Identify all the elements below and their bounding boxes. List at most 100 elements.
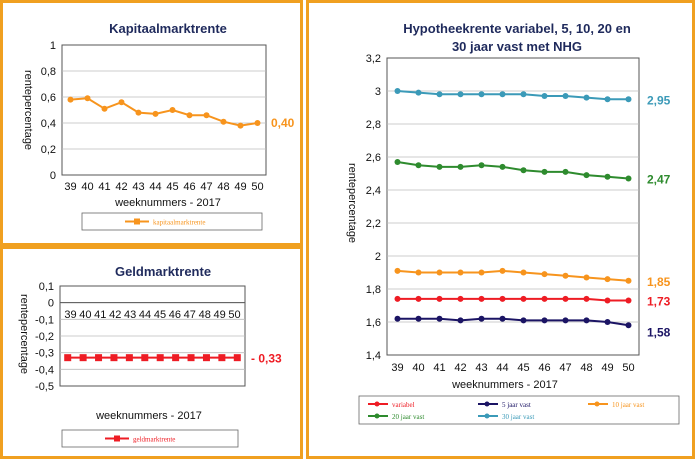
- legend-box: [81, 212, 263, 231]
- end-value-label: - 0,33: [251, 352, 282, 366]
- data-point: [141, 354, 149, 362]
- y-axis-label: rentepercentage: [18, 294, 30, 374]
- y-tick-label: 2,2: [366, 218, 381, 230]
- chart-title: Geldmarktrente: [115, 264, 211, 279]
- y-tick-label: 0,4: [41, 118, 56, 130]
- x-tick-label: 41: [433, 362, 445, 374]
- kapitaalmarktrente-chart: Kapitaalmarktrente weeknummers - 2017 0 0…: [22, 21, 295, 231]
- data-point: [520, 317, 527, 324]
- legend-label: 10 jaar vast: [612, 401, 644, 409]
- x-tick-label: 46: [183, 181, 195, 193]
- x-tick-label: 39: [391, 362, 403, 374]
- legend-marker: [484, 401, 490, 407]
- data-point: [562, 317, 569, 324]
- x-tick-label: 40: [412, 362, 424, 374]
- data-point: [415, 295, 422, 302]
- x-tick-label: 47: [184, 309, 196, 321]
- data-point: [110, 354, 118, 362]
- data-point: [478, 315, 485, 322]
- data-point: [625, 175, 632, 182]
- x-tick-label: 50: [228, 309, 240, 321]
- data-point: [604, 297, 611, 304]
- data-point: [254, 120, 261, 126]
- data-point: [562, 295, 569, 302]
- data-point: [95, 354, 103, 362]
- x-tick-label: 45: [166, 181, 178, 193]
- legend-marker: [484, 413, 490, 419]
- data-point: [541, 317, 548, 324]
- x-tick-label: 39: [64, 181, 76, 193]
- hypotheekrente-chart: Hypotheekrente variabel, 5, 10, 20 en 30…: [346, 21, 680, 425]
- y-tick-label: 0,8: [41, 66, 56, 78]
- data-point: [457, 163, 464, 170]
- y-tick-label: -0,3: [35, 348, 54, 360]
- x-tick-label: 43: [124, 309, 136, 321]
- data-point: [436, 295, 443, 302]
- x-tick-label: 49: [234, 181, 246, 193]
- data-point: [625, 96, 632, 103]
- y-tick-label: -0,1: [35, 314, 54, 326]
- data-point: [541, 168, 548, 175]
- data-point: [583, 172, 590, 179]
- data-point: [436, 269, 443, 276]
- data-point: [583, 274, 590, 281]
- end-value-label: 2,47: [647, 172, 671, 186]
- data-point: [541, 295, 548, 302]
- x-tick-label: 49: [601, 362, 613, 374]
- x-tick-label: 40: [81, 181, 93, 193]
- data-point: [394, 315, 401, 322]
- data-point: [499, 91, 506, 98]
- geldmarktrente-panel: Geldmarktrente weeknummers - 2017 -0,5 -0…: [0, 246, 303, 459]
- y-tick-label: 1,6: [366, 317, 381, 329]
- y-tick-label: 1: [50, 40, 56, 52]
- y-tick-label: 0: [50, 170, 56, 182]
- legend-label: variabel: [392, 401, 415, 409]
- x-tick-label: 44: [139, 309, 151, 321]
- data-point: [169, 107, 176, 113]
- x-tick-label: 49: [214, 309, 226, 321]
- data-point: [478, 162, 485, 169]
- data-point: [172, 354, 180, 362]
- data-point: [233, 354, 241, 362]
- data-point: [415, 162, 422, 169]
- legend-label: geldmarktrente: [133, 436, 175, 444]
- x-tick-label: 43: [132, 181, 144, 193]
- y-tick-label: 0,6: [41, 92, 56, 104]
- data-point: [135, 109, 142, 116]
- data-point: [64, 354, 72, 362]
- data-point: [520, 295, 527, 302]
- data-point: [203, 112, 210, 119]
- y-tick-label: 3: [375, 86, 381, 98]
- data-point: [457, 91, 464, 98]
- end-value-label: 1,58: [647, 325, 671, 339]
- x-tick-label: 45: [154, 309, 166, 321]
- data-point: [394, 88, 401, 94]
- y-tick-label: -0,4: [35, 364, 54, 376]
- x-tick-label: 47: [200, 181, 212, 193]
- data-point: [436, 315, 443, 322]
- data-point: [604, 96, 611, 103]
- y-tick-label: -0,2: [35, 331, 54, 343]
- y-tick-label: -0,5: [35, 381, 54, 393]
- series-line: [397, 297, 629, 302]
- y-tick-label: 2,6: [366, 152, 381, 164]
- x-axis-label: weeknummers - 2017: [95, 410, 202, 422]
- x-tick-label: 46: [169, 309, 181, 321]
- x-tick-label: 39: [64, 309, 76, 321]
- x-tick-label: 41: [98, 181, 110, 193]
- x-tick-label: 44: [149, 181, 161, 193]
- x-tick-label: 48: [580, 362, 592, 374]
- x-tick-label: 48: [199, 309, 211, 321]
- data-point: [415, 315, 422, 322]
- legend-box: [61, 429, 239, 448]
- data-point: [562, 168, 569, 175]
- y-axis-label: rentepercentage: [346, 163, 358, 243]
- x-tick-label: 50: [622, 362, 634, 374]
- data-point: [499, 315, 506, 322]
- data-point: [394, 267, 401, 274]
- x-tick-label: 46: [538, 362, 550, 374]
- data-point: [604, 276, 611, 283]
- data-point: [478, 269, 485, 276]
- kapitaalmarktrente-panel: Kapitaalmarktrente weeknummers - 2017 0 0…: [0, 0, 303, 246]
- data-point: [520, 167, 527, 174]
